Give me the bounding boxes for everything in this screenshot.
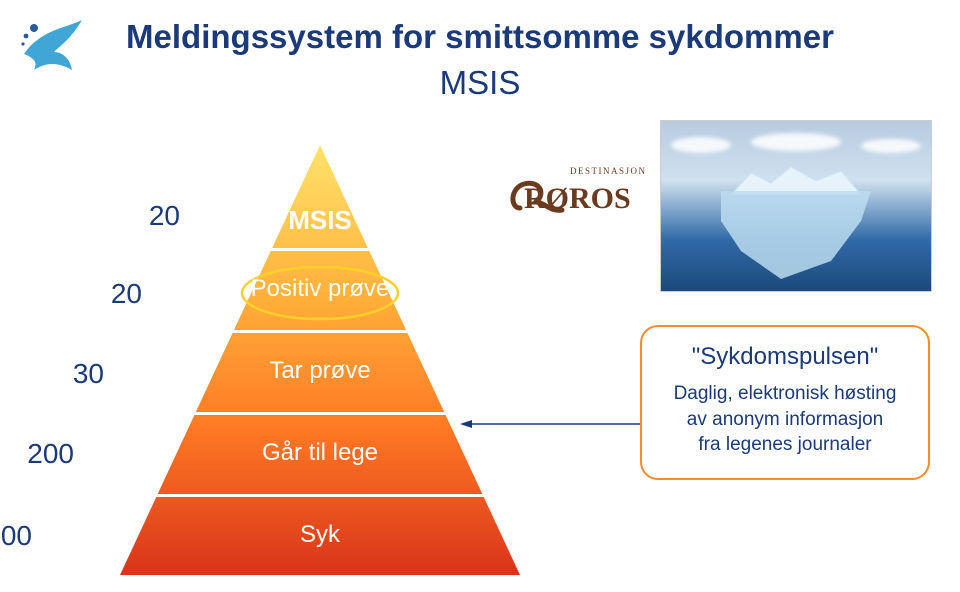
callout-arrow-icon xyxy=(460,420,640,428)
callout-line-3: fra legenes journaler xyxy=(660,432,910,458)
pyramid-number-2: 20 xyxy=(62,278,142,310)
page-title: Meldingssystem for smittsomme sykdommer xyxy=(0,18,960,56)
callout-line-2: av anonym informasjon xyxy=(660,407,910,433)
pyramid-number-5: 2000 xyxy=(0,520,32,552)
pyramid-number-3: 30 xyxy=(24,358,104,390)
roros-wordmark: DESTINASJON RØROS xyxy=(510,160,640,230)
pyramid-diagram: MSIS Positiv prøve Tar prøve Går til leg… xyxy=(120,145,520,575)
pyramid-label-5: Syk xyxy=(220,521,420,549)
pyramid-number-4: 200 xyxy=(0,438,74,470)
callout-title: "Sykdomspulsen" xyxy=(660,343,910,371)
pyramid-label-3: Tar prøve xyxy=(220,357,420,385)
callout-line-1: Daglig, elektronisk høsting xyxy=(660,381,910,407)
iceberg-photo xyxy=(660,120,932,292)
pyramid-number-1: 20 xyxy=(100,200,180,232)
pyramid-label-2: Positiv prøve xyxy=(220,275,420,303)
callout-box: "Sykdomspulsen" Daglig, elektronisk høst… xyxy=(640,325,930,480)
roros-overline: DESTINASJON xyxy=(570,166,647,176)
page-subtitle: MSIS xyxy=(0,64,960,102)
pyramid-label-1: MSIS xyxy=(220,205,420,236)
pyramid-label-4: Går til lege xyxy=(220,439,420,467)
